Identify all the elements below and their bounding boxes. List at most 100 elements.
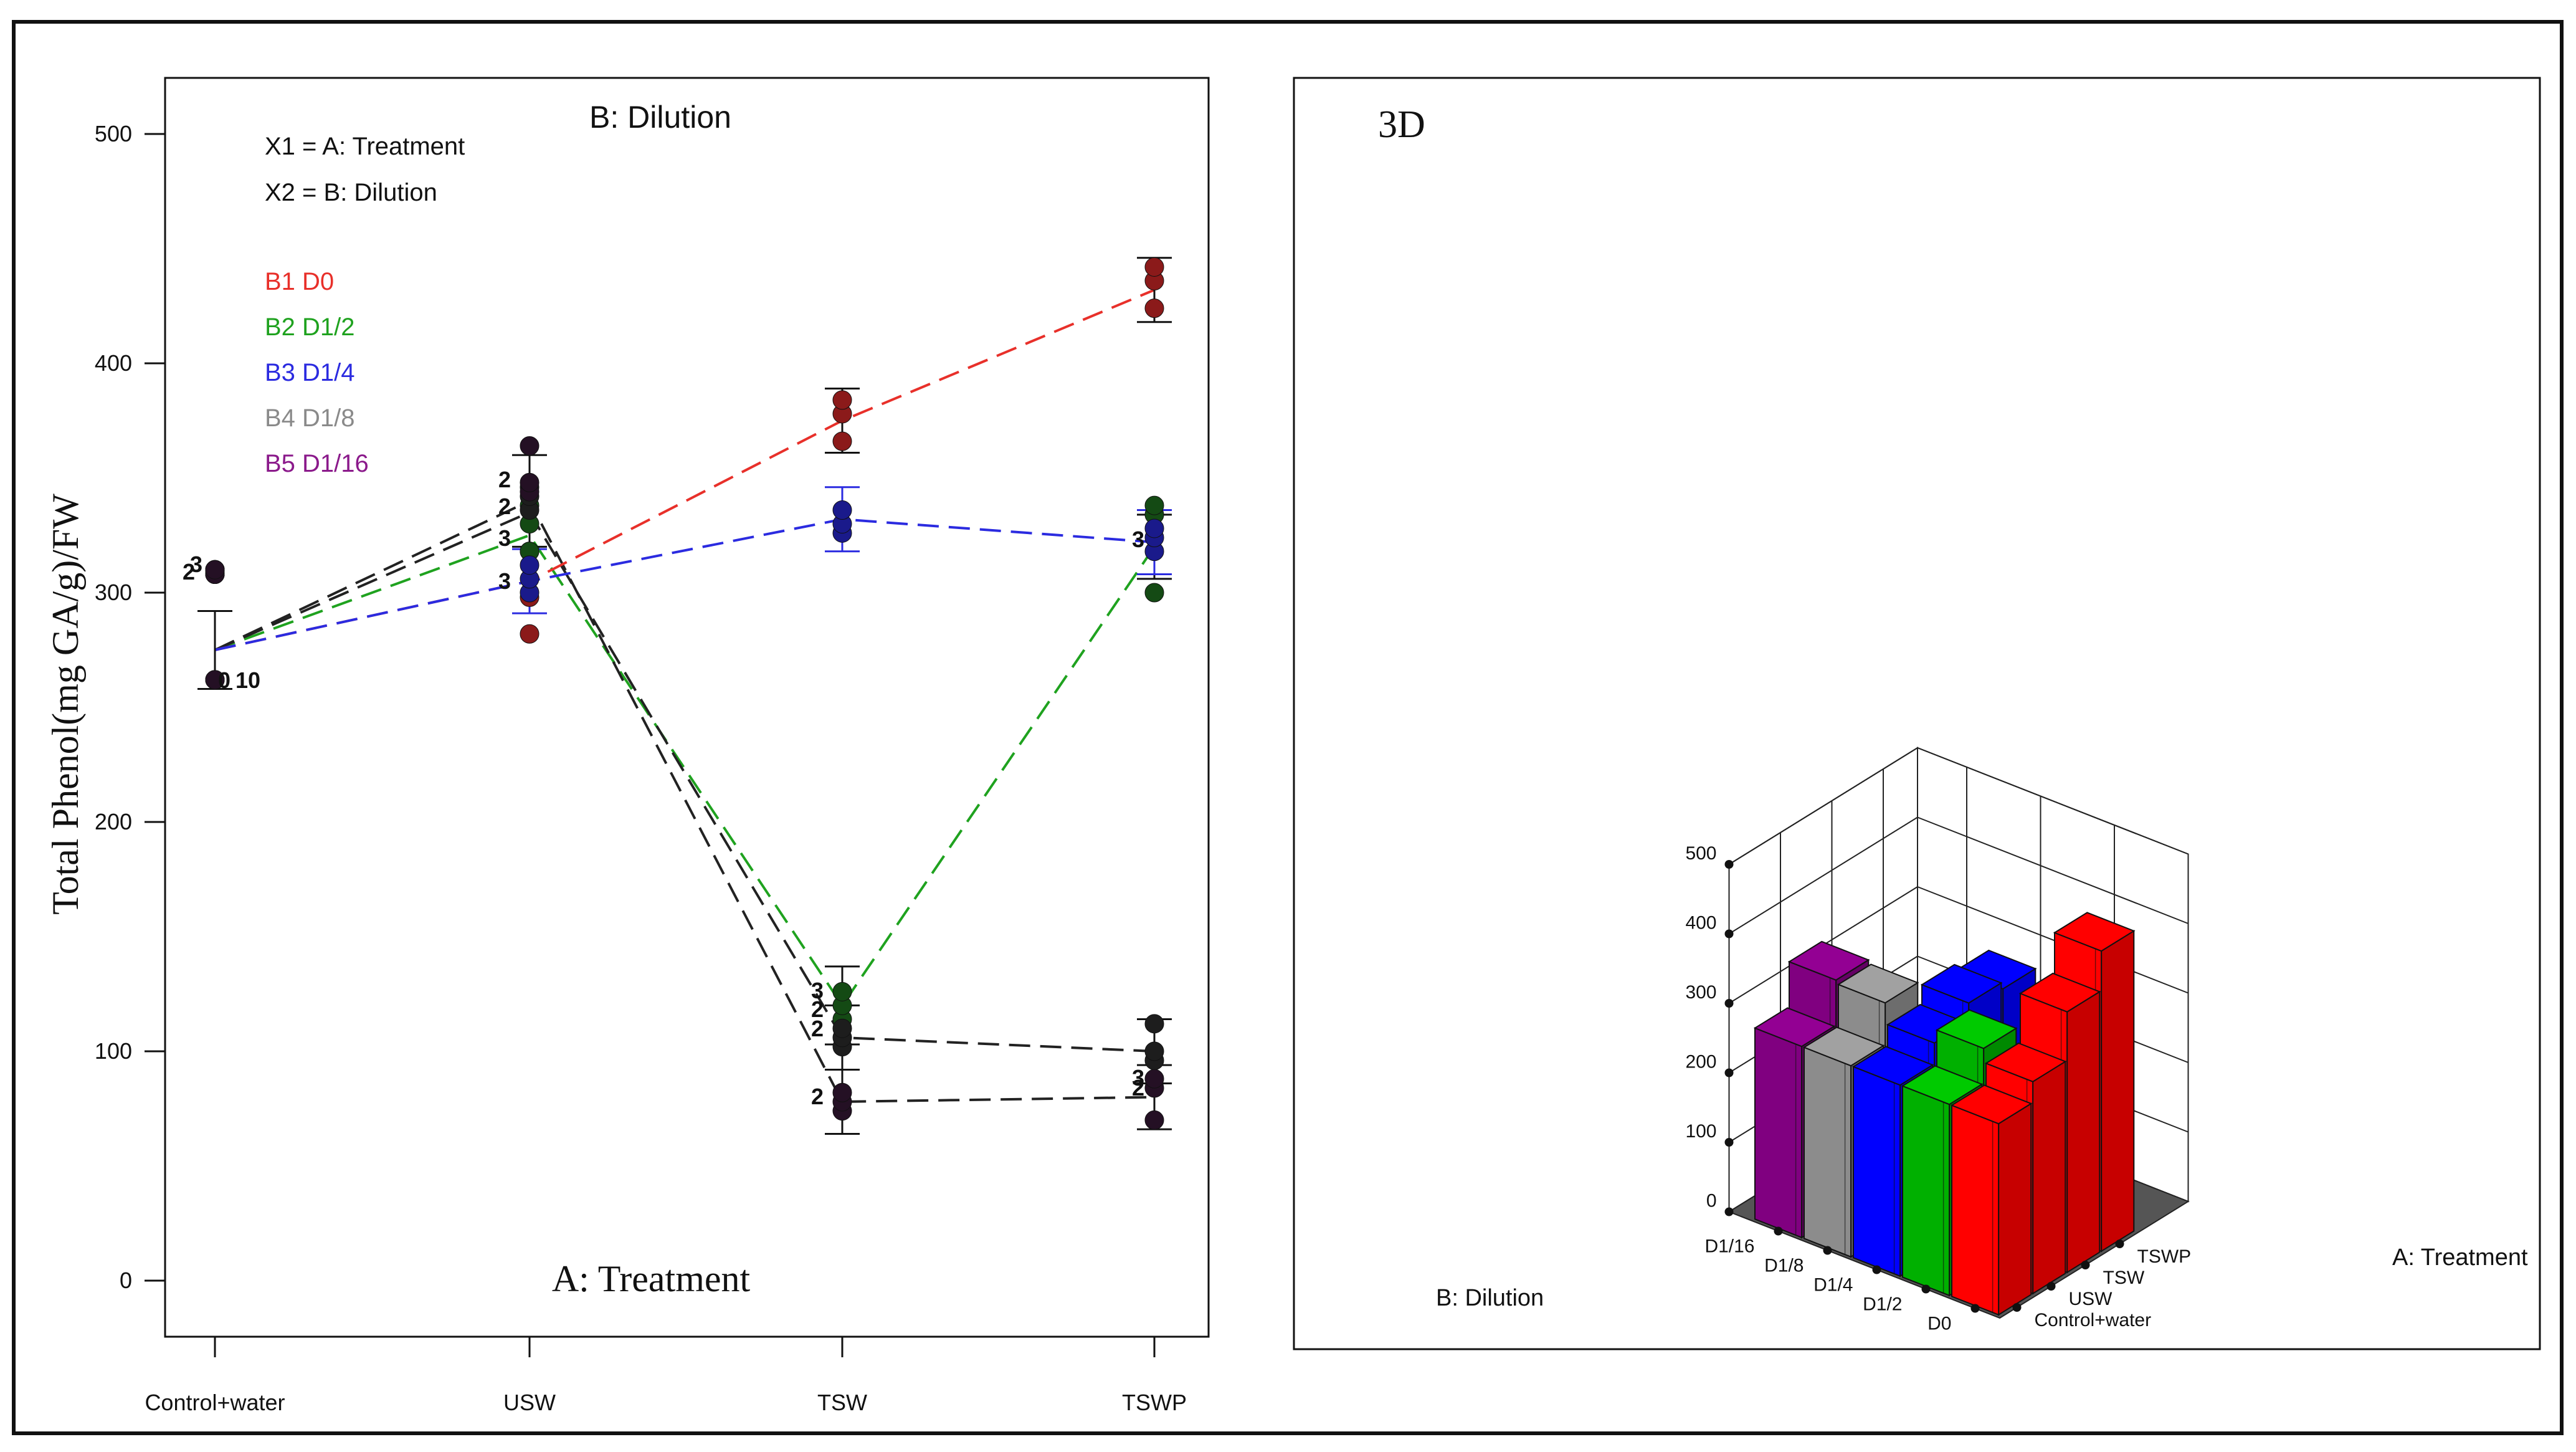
factor-note-x2: X2 = B: Dilution xyxy=(265,179,437,206)
treatment-tick xyxy=(2012,1303,2022,1312)
data-point xyxy=(1144,257,1164,277)
x-tick-label: TSWP xyxy=(1122,1390,1187,1415)
bar-top xyxy=(1851,1046,1934,1086)
series-line xyxy=(214,510,1155,1053)
data-point xyxy=(1144,1110,1164,1130)
bar-face xyxy=(1951,1104,2000,1316)
grid-line xyxy=(1917,816,2189,924)
z-tick xyxy=(1724,1138,1734,1147)
bar-face xyxy=(1754,1027,1803,1239)
series-line xyxy=(214,518,1155,651)
x-tick-label: Control+water xyxy=(145,1390,285,1415)
data-point xyxy=(1144,583,1164,603)
bar-top xyxy=(1984,1042,2067,1082)
data-point xyxy=(1144,1069,1164,1089)
bar-top xyxy=(1901,1065,1984,1106)
data-points xyxy=(205,257,1164,1130)
point-count-label: 2 xyxy=(811,1084,824,1109)
dilution-label: D1/8 xyxy=(1764,1256,1804,1276)
data-point xyxy=(1144,495,1164,515)
z-tick-label: 300 xyxy=(1685,982,1716,1003)
z-tick xyxy=(1724,1068,1734,1077)
treatment-label: Control+water xyxy=(2035,1310,2152,1330)
data-point xyxy=(520,472,539,492)
grid-line xyxy=(1917,747,2189,855)
x-axis: Control+water USW TSW TSWP xyxy=(145,1337,1187,1415)
bar-top xyxy=(2018,972,2101,1013)
interaction-plot-frame xyxy=(164,77,1210,1338)
data-point xyxy=(832,500,852,520)
data-point xyxy=(520,624,539,644)
bar-top xyxy=(1950,1084,2033,1125)
data-point xyxy=(832,1082,852,1102)
bar-face xyxy=(1853,1066,1901,1278)
point-count-label: 0 xyxy=(218,667,231,693)
bar-face xyxy=(1804,1046,1852,1258)
data-point xyxy=(832,982,852,1001)
treatment-tick xyxy=(2115,1239,2124,1248)
point-count-label: 3 xyxy=(498,525,511,551)
series-line xyxy=(214,533,1156,1008)
bar-top xyxy=(1802,1026,1885,1067)
treatment-label: TSWP xyxy=(2137,1246,2192,1267)
dilution-label: D1/4 xyxy=(1813,1275,1853,1296)
data-point xyxy=(1144,299,1164,318)
bar-face xyxy=(2101,930,2135,1253)
bar-top xyxy=(1753,1007,1836,1048)
z-tick xyxy=(1724,999,1734,1008)
treatment-label: USW xyxy=(2069,1289,2113,1309)
data-point xyxy=(205,670,225,690)
x-tick-label: TSW xyxy=(817,1390,867,1415)
interaction-title: B: Dilution xyxy=(589,100,731,135)
point-count-label: 2 xyxy=(811,996,824,1022)
bar-face xyxy=(1902,1085,1951,1297)
point-count-label: 2 xyxy=(498,494,511,519)
data-point xyxy=(1144,1041,1164,1061)
point-count-label: 3 xyxy=(1132,527,1144,552)
data-point xyxy=(832,1018,852,1038)
y-tick-label: 400 xyxy=(95,350,132,376)
y-tick-label: 500 xyxy=(95,121,132,146)
z-tick-label: 0 xyxy=(1706,1191,1717,1211)
point-count-label: 2 xyxy=(811,1016,824,1041)
legend-entry: B1 D0 xyxy=(265,268,334,295)
grid-line xyxy=(1728,747,1918,865)
dilution-label: D1/16 xyxy=(1704,1236,1754,1257)
data-point xyxy=(832,390,852,410)
treatment-label: TSW xyxy=(2103,1268,2145,1288)
data-point xyxy=(205,560,225,580)
legend-entry: B4 D1/8 xyxy=(265,404,355,432)
z-tick-label: 200 xyxy=(1685,1052,1716,1072)
z-tick-label: 100 xyxy=(1685,1121,1716,1142)
bar3d-title: 3D xyxy=(1378,103,1425,146)
legend-entry: B2 D1/2 xyxy=(265,313,355,341)
bar-face xyxy=(2032,1060,2066,1295)
x-axis-title: A: Treatment xyxy=(552,1258,751,1299)
bar xyxy=(1950,1084,2033,1316)
series-line xyxy=(214,499,1155,1103)
z-tick xyxy=(1724,1207,1734,1216)
point-count-label: 10 xyxy=(235,667,260,693)
dilution-label: D1/2 xyxy=(1863,1294,1902,1315)
bars xyxy=(1753,912,2136,1316)
y-tick-label: 0 xyxy=(120,1268,132,1293)
bar-top xyxy=(1787,940,1870,981)
outer-frame xyxy=(12,20,2564,1435)
bar-top xyxy=(1837,963,1919,1004)
z-tick-label: 400 xyxy=(1685,913,1716,934)
y-axis-title: Total Phenol(mg GA/g)/FW xyxy=(45,494,86,915)
data-point xyxy=(832,431,852,451)
z-tick xyxy=(1724,929,1734,939)
treatment-tick xyxy=(2081,1261,2090,1269)
dilution-tick xyxy=(1872,1265,1881,1274)
data-point xyxy=(520,436,539,456)
bar-top xyxy=(2053,912,2136,952)
dilution-label: D0 xyxy=(1927,1314,1951,1334)
z-tick xyxy=(1724,860,1734,869)
data-point xyxy=(1144,518,1164,538)
point-count-label: 3 xyxy=(811,978,824,1003)
y-tick-label: 200 xyxy=(95,809,132,834)
